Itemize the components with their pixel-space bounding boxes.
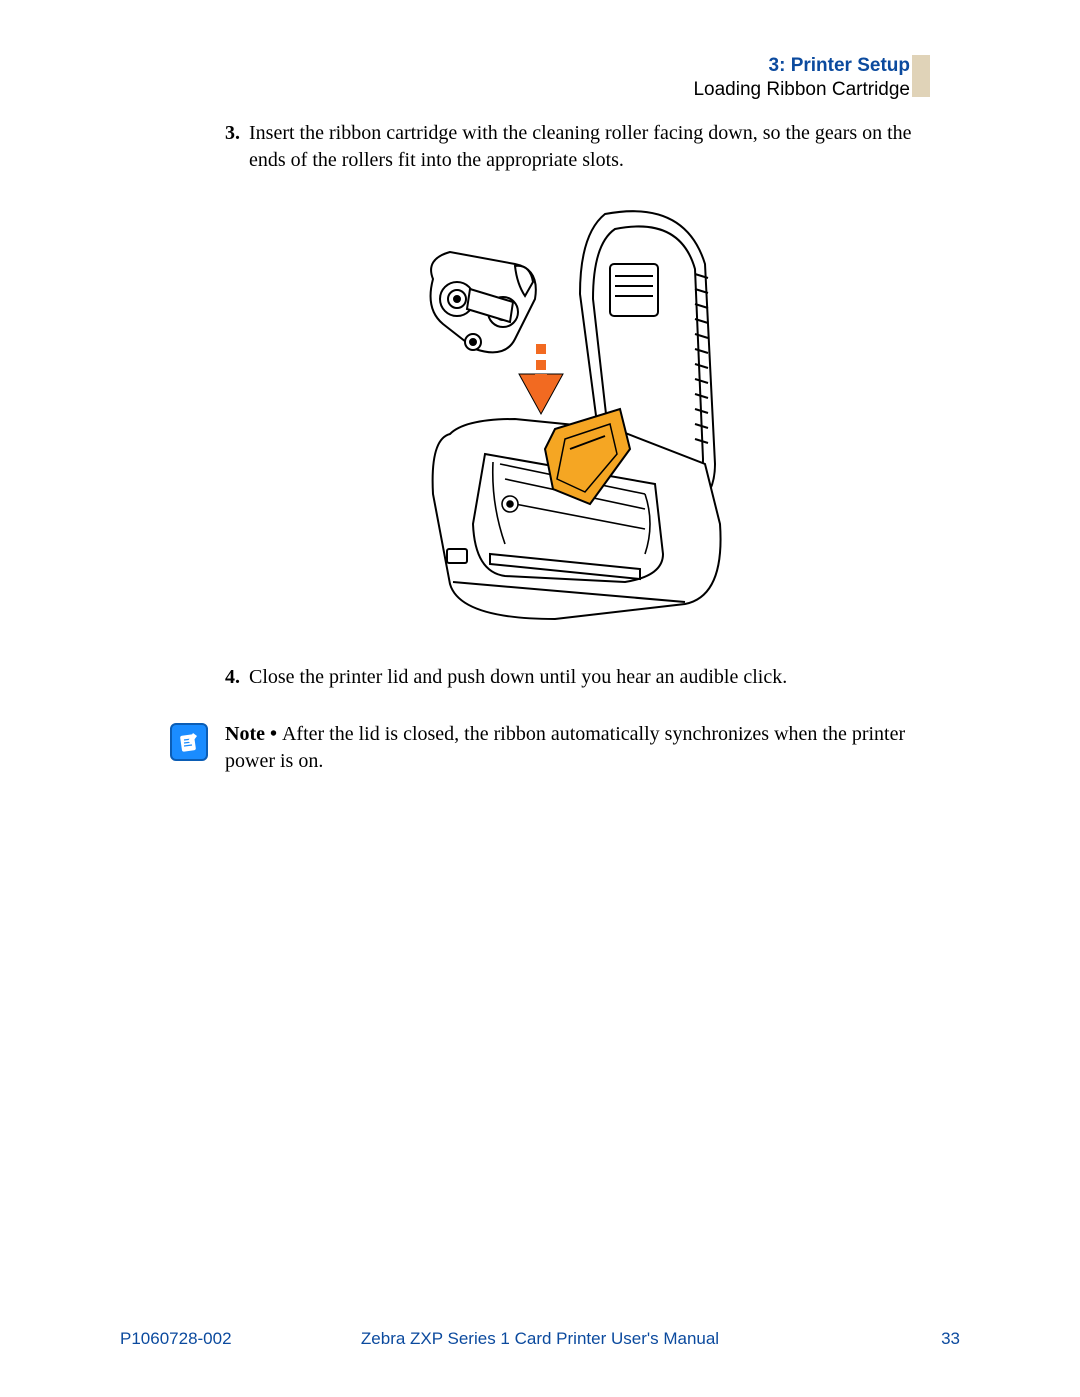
step-number: 4.: [225, 664, 249, 691]
manual-title: Zebra ZXP Series 1 Card Printer User's M…: [120, 1329, 960, 1349]
note-icon: [170, 723, 208, 761]
step-3: 3.Insert the ribbon cartridge with the c…: [225, 120, 945, 174]
note-label: Note •: [225, 723, 282, 745]
page-number: 33: [941, 1329, 960, 1349]
section-title: Loading Ribbon Cartridge: [693, 79, 910, 101]
page-footer: P1060728-002 Zebra ZXP Series 1 Card Pri…: [120, 1329, 960, 1349]
note-body: After the lid is closed, the ribbon auto…: [225, 723, 905, 772]
insert-arrow-icon: [519, 344, 563, 414]
figure-insert-cartridge: [225, 204, 945, 624]
content-area: 3.Insert the ribbon cartridge with the c…: [225, 120, 945, 775]
page-header: 3: Printer Setup Loading Ribbon Cartridg…: [693, 55, 910, 101]
printer-diagram-svg: [395, 204, 775, 624]
step-text: Insert the ribbon cartridge with the cle…: [249, 122, 912, 171]
chapter-title: 3: Printer Setup: [693, 55, 910, 77]
step-text: Close the printer lid and push down unti…: [249, 666, 787, 688]
step-4: 4.Close the printer lid and push down un…: [225, 664, 945, 691]
doc-number: P1060728-002: [120, 1329, 232, 1349]
notepad-icon: [177, 730, 201, 754]
header-tab: [912, 55, 930, 97]
note-text: Note • After the lid is closed, the ribb…: [225, 721, 945, 775]
note-block: Note • After the lid is closed, the ribb…: [170, 721, 945, 775]
page: 3: Printer Setup Loading Ribbon Cartridg…: [0, 0, 1080, 1397]
step-number: 3.: [225, 120, 249, 147]
